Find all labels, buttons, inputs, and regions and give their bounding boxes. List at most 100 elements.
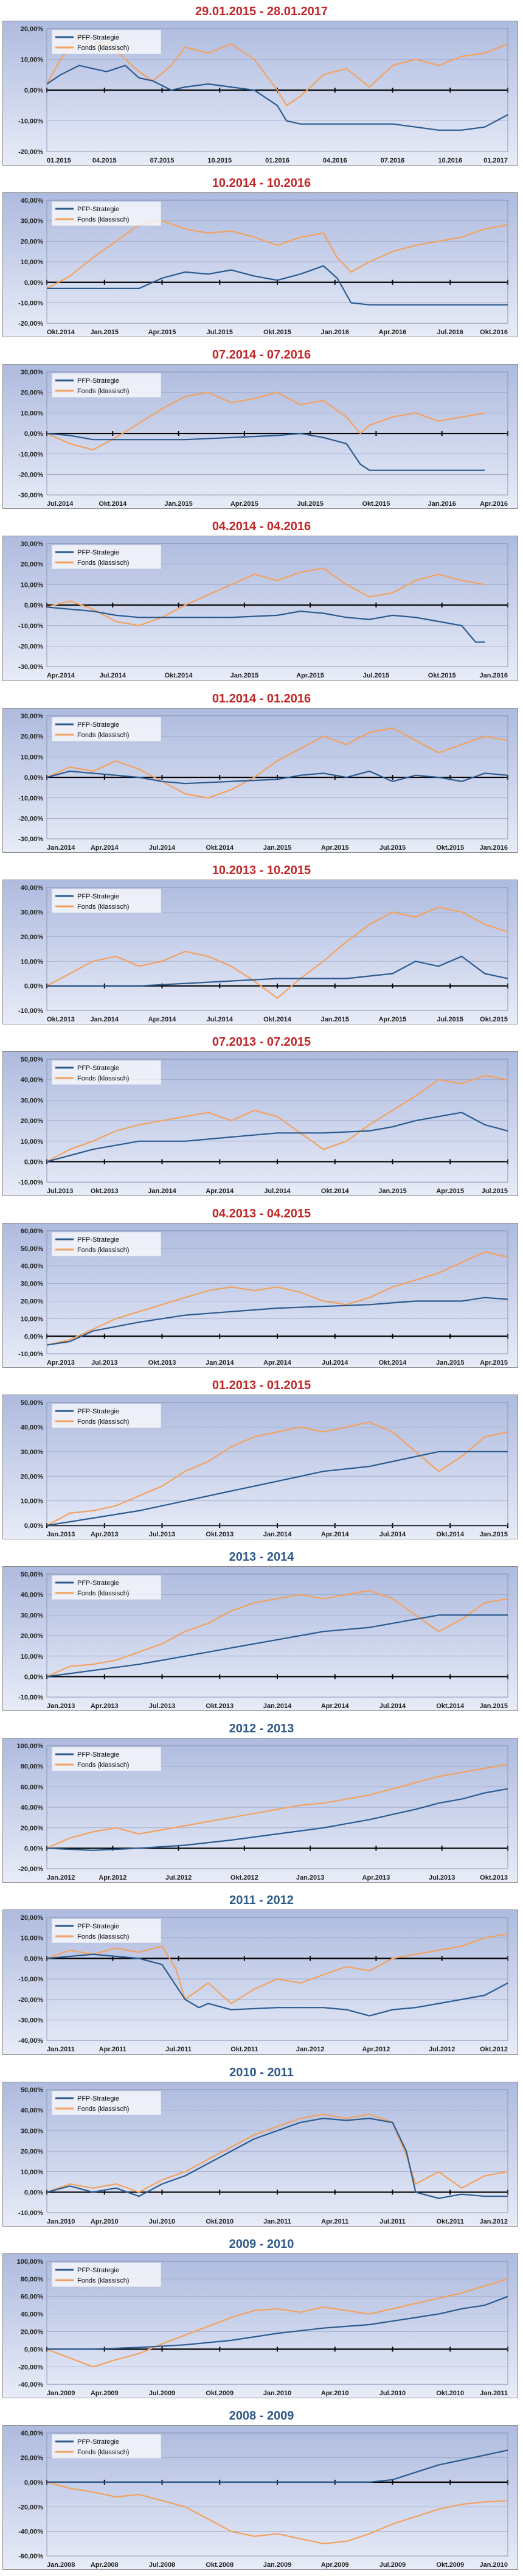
- y-tick-label: -20,00%: [18, 643, 43, 651]
- chart-svg: 100,00% 80,00% 60,00% 40,00% 20,00% 0,00% -20,…: [17, 2258, 508, 2397]
- legend-label: Fonds (klassisch): [77, 216, 129, 223]
- legend: PFP-Strategie Fonds (klassisch): [51, 373, 162, 398]
- y-tick-label: -10,00%: [18, 1351, 43, 1358]
- legend-box: [51, 1919, 162, 1944]
- x-tick-label: Jul.2009: [149, 2390, 175, 2397]
- series-line-pfp-strategie: [46, 1614, 508, 1678]
- chart-panel: 2011 - 2012 20,00% 10,00% 0,00% -10,00% -20,0…: [0, 1889, 523, 2060]
- chart-area: 40,00% 30,00% 20,00% 10,00% 0,00% -10,00% -20,…: [2, 192, 518, 338]
- chart-area: 20,00% 10,00% 0,00% -10,00% -20,00% -30,00% -4…: [2, 1909, 518, 2055]
- legend-label: Fonds (klassisch): [77, 1762, 129, 1769]
- x-tick-label: Apr.2015: [230, 500, 258, 508]
- x-tick-label: Jul.2009: [379, 2561, 406, 2569]
- legend: PFP-Strategie Fonds (klassisch): [51, 1060, 162, 1085]
- y-tick-label: -10,00%: [18, 1976, 43, 1984]
- legend-label: Fonds (klassisch): [77, 2449, 129, 2456]
- x-tick-label: Okt.2014: [436, 1703, 465, 1710]
- chart-panel: 01.2014 - 01.2016 30,00% 20,00% 10,00% 0,00%…: [0, 687, 523, 859]
- chart-area: 100,00% 80,00% 60,00% 40,00% 20,00% 0,00% -20,…: [2, 2253, 518, 2398]
- y-tick-label: 30,00%: [21, 713, 43, 720]
- chart-panel: 04.2013 - 04.2015 60,00% 50,00% 40,00% 30,00…: [0, 1202, 523, 1374]
- x-tick-label: Okt.2013: [206, 1703, 234, 1710]
- x-tick-label: Jan.2014: [263, 1703, 292, 1710]
- legend-box: [51, 1747, 162, 1772]
- x-tick-label: Okt.2014: [99, 500, 127, 508]
- y-tick-label: -40,00%: [18, 2038, 43, 2045]
- chart-title: 2012 - 2013: [229, 1722, 294, 1736]
- x-tick-label: Apr.2009: [91, 2390, 119, 2397]
- y-tick-label: 50,00%: [21, 1571, 43, 1578]
- y-tick-label: 50,00%: [21, 1056, 43, 1063]
- legend-label: Fonds (klassisch): [77, 732, 129, 739]
- chart-svg: 50,00% 40,00% 30,00% 20,00% 10,00% 0,00% Jan.2…: [21, 1399, 508, 1538]
- y-tick-label: 20,00%: [21, 1633, 43, 1640]
- legend-label: PFP-Strategie: [77, 1065, 119, 1072]
- y-tick-label: -30,00%: [18, 836, 43, 843]
- y-tick-label: 0,00%: [24, 430, 43, 438]
- x-tick-label: Jan.2014: [206, 1359, 234, 1367]
- x-tick-label: Okt.2011: [230, 2046, 258, 2054]
- x-tick-label: Jan.2016: [480, 844, 508, 852]
- y-tick-label: 20,00%: [21, 1825, 43, 1832]
- x-tick-label: Okt.2010: [206, 2218, 234, 2225]
- y-tick-label: -20,00%: [18, 2504, 43, 2511]
- y-tick-label: 60,00%: [21, 1784, 43, 1791]
- chart-panel: 2009 - 2010 100,00% 80,00% 60,00% 40,00% 20,0…: [0, 2233, 523, 2404]
- legend-label: PFP-Strategie: [77, 721, 119, 729]
- y-tick-label: -10,00%: [18, 623, 43, 630]
- x-tick-label: Okt.2014: [206, 844, 234, 852]
- x-tick-label: Jul.2014: [379, 1703, 406, 1710]
- legend: PFP-Strategie Fonds (klassisch): [51, 1919, 162, 1944]
- y-tick-label: 20,00%: [21, 1914, 43, 1922]
- x-tick-label: Jan.2016: [321, 329, 349, 336]
- x-tick-label: Jan.2013: [47, 1531, 75, 1538]
- y-tick-label: -60,00%: [18, 2553, 43, 2560]
- y-tick-label: 20,00%: [21, 26, 43, 33]
- y-tick-label: 20,00%: [21, 390, 43, 397]
- y-tick-label: 0,00%: [24, 1333, 43, 1340]
- x-tick-label: Okt.2015: [480, 1016, 508, 1023]
- y-tick-label: 30,00%: [21, 369, 43, 376]
- chart-area: 40,00% 30,00% 20,00% 10,00% 0,00% -10,00% Okt.…: [2, 879, 518, 1024]
- y-tick-label: 10,00%: [21, 410, 43, 418]
- x-tick-label: Okt.2012: [480, 2046, 508, 2054]
- x-tick-label: 04.2015: [92, 157, 117, 164]
- x-tick-label: Jan.2014: [91, 1016, 119, 1023]
- y-tick-label: 30,00%: [21, 2127, 43, 2135]
- chart-title: 07.2014 - 07.2016: [212, 348, 311, 362]
- x-tick-label: Okt.2011: [437, 2218, 464, 2225]
- x-tick-label: Jul.2012: [165, 1874, 192, 1881]
- y-tick-label: -40,00%: [18, 2381, 43, 2389]
- x-tick-label: Apr.2014: [321, 1531, 350, 1538]
- x-tick-label: Apr.2015: [296, 673, 324, 680]
- x-tick-label: Okt.2015: [263, 329, 291, 336]
- plot-frame: [46, 28, 508, 152]
- y-tick-label: -10,00%: [18, 451, 43, 458]
- y-tick-label: -20,00%: [18, 1997, 43, 2004]
- x-tick-label: Jul.2013: [47, 1188, 73, 1195]
- x-tick-label: Okt.2014: [436, 1531, 465, 1538]
- legend-label: Fonds (klassisch): [77, 388, 129, 395]
- x-tick-label: Apr.2013: [47, 1359, 75, 1367]
- x-tick-label: Jan.2015: [230, 673, 258, 680]
- x-tick-label: Okt.2008: [206, 2561, 234, 2569]
- chart-panel: 10.2013 - 10.2015 40,00% 30,00% 20,00% 10,00…: [0, 859, 523, 1031]
- x-tick-label: Apr.2015: [148, 329, 176, 336]
- legend-box: [51, 2434, 162, 2459]
- y-tick-label: 20,00%: [21, 2328, 43, 2336]
- series-line-pfp-strategie: [46, 1451, 508, 1527]
- x-tick-label: Okt.2013: [206, 1531, 234, 1538]
- chart-title: 04.2013 - 04.2015: [212, 1206, 311, 1220]
- series-line-fonds-klassisch: [46, 1251, 508, 1346]
- x-tick-label: Apr.2015: [436, 1188, 464, 1195]
- chart-panel: 04.2014 - 04.2016 30,00% 20,00% 10,00% 0,00%…: [0, 515, 523, 687]
- y-tick-label: 0,00%: [24, 2346, 43, 2353]
- x-tick-label: Jul.2015: [437, 1016, 463, 1023]
- legend: PFP-Strategie Fonds (klassisch): [51, 1575, 162, 1600]
- legend-label: PFP-Strategie: [77, 1236, 119, 1244]
- chart-area: 40,00% 20,00% 0,00% -20,00% -40,00% -60,00% Ja…: [2, 2424, 518, 2570]
- x-tick-label: Apr.2009: [321, 2561, 349, 2569]
- y-tick-label: 10,00%: [21, 582, 43, 589]
- series-line-fonds-klassisch: [46, 1421, 508, 1527]
